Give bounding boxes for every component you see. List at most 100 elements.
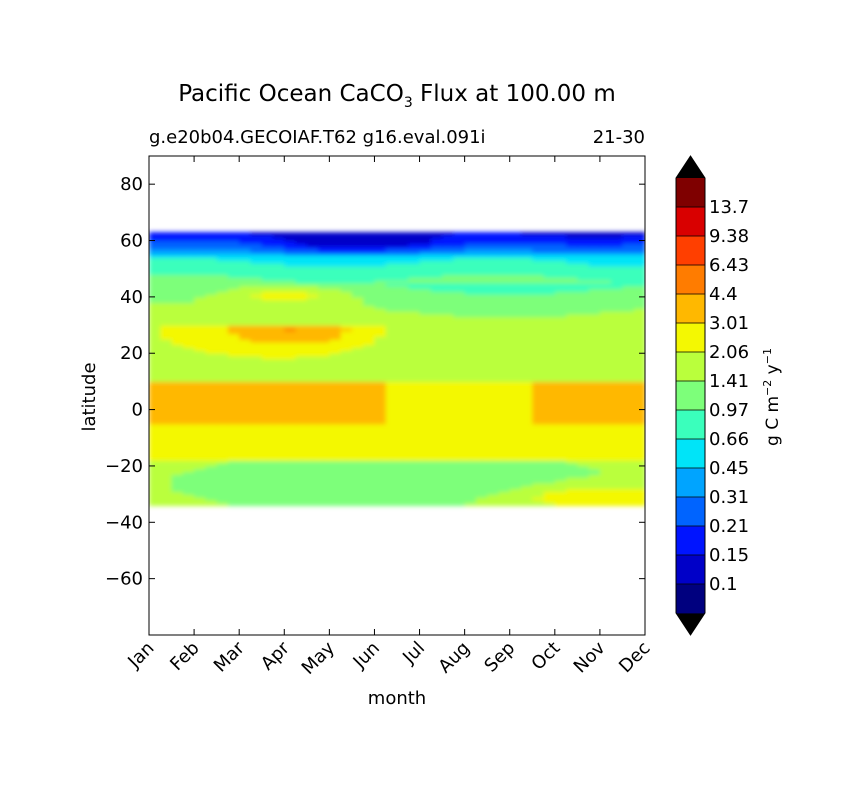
contour-cell xyxy=(318,392,330,397)
contour-cell xyxy=(374,322,387,326)
contour-cell xyxy=(554,322,567,326)
contour-cell xyxy=(227,260,240,264)
contour-cell xyxy=(306,251,319,256)
contour-cell xyxy=(397,322,409,326)
contour-cell xyxy=(408,271,421,275)
contour-cell xyxy=(498,502,511,506)
contour-cell xyxy=(216,358,229,363)
contour-cell xyxy=(329,279,342,284)
contour-cell xyxy=(588,358,601,363)
contour-cell xyxy=(149,434,161,439)
contour-cell xyxy=(633,471,645,475)
contour-cell xyxy=(340,330,353,335)
contour-cell xyxy=(149,248,161,253)
contour-cell xyxy=(475,358,488,363)
contour-cell xyxy=(442,423,454,428)
contour-cell xyxy=(227,412,240,416)
contour-cell xyxy=(273,265,285,270)
contour-cell xyxy=(487,437,500,442)
contour-cell xyxy=(509,471,522,475)
contour-cell xyxy=(340,248,353,253)
contour-cell xyxy=(577,480,590,484)
contour-cell xyxy=(599,279,612,284)
contour-cell xyxy=(160,389,173,394)
contour-cell xyxy=(532,285,545,290)
contour-cell xyxy=(385,274,398,278)
contour-cell xyxy=(554,248,567,253)
contour-cell xyxy=(227,364,240,368)
contour-cell xyxy=(318,418,330,422)
contour-cell xyxy=(498,367,511,371)
contour-cell xyxy=(340,367,353,371)
contour-cell xyxy=(374,370,387,374)
contour-cell xyxy=(363,316,376,321)
contour-cell xyxy=(385,449,398,453)
contour-cell xyxy=(318,460,330,464)
contour-cell xyxy=(498,499,511,504)
contour-cell xyxy=(385,420,398,425)
contour-cell xyxy=(498,389,511,394)
contour-cell xyxy=(284,423,297,428)
contour-cell xyxy=(588,474,601,478)
contour-cell xyxy=(408,454,421,459)
contour-cell xyxy=(487,429,500,433)
contour-cell xyxy=(611,243,624,247)
contour-cell xyxy=(599,370,612,374)
contour-cell xyxy=(554,412,567,416)
contour-cell xyxy=(160,333,173,337)
contour-cell xyxy=(611,347,624,352)
contour-cell xyxy=(318,451,330,456)
contour-cell xyxy=(329,333,342,337)
chart-subtitle-right: 21-30 xyxy=(593,127,645,148)
contour-cell xyxy=(566,240,578,244)
contour-cell xyxy=(295,327,308,332)
contour-cell xyxy=(442,502,454,506)
contour-cell xyxy=(160,310,173,315)
contour-cell xyxy=(284,330,297,335)
contour-cell xyxy=(453,451,466,456)
contour-cell xyxy=(532,240,545,244)
contour-cell xyxy=(487,361,500,366)
contour-cell xyxy=(351,389,364,394)
contour-cell xyxy=(566,409,578,414)
contour-cell xyxy=(149,251,161,256)
contour-cell xyxy=(464,282,477,287)
contour-cell xyxy=(205,367,218,371)
contour-cell xyxy=(566,457,578,461)
contour-cell xyxy=(149,457,161,461)
contour-cell xyxy=(588,409,601,414)
contour-cell xyxy=(273,246,285,250)
contour-cell xyxy=(284,325,297,329)
contour-cell xyxy=(430,240,443,244)
contour-cell xyxy=(295,294,308,298)
contour-cell xyxy=(149,451,161,456)
contour-cell xyxy=(171,451,184,456)
contour-cell xyxy=(149,299,161,304)
contour-cell xyxy=(554,381,567,385)
contour-cell xyxy=(532,308,545,312)
contour-cell xyxy=(182,488,195,492)
contour-cell xyxy=(160,412,173,416)
contour-cell xyxy=(318,426,330,430)
contour-cell xyxy=(487,302,500,306)
contour-cell xyxy=(599,271,612,275)
contour-cell xyxy=(588,443,601,447)
contour-cell xyxy=(351,502,364,506)
colorbar-swatch xyxy=(676,584,705,614)
contour-cell xyxy=(397,418,409,422)
contour-cell xyxy=(329,274,342,278)
contour-cell xyxy=(442,257,454,261)
contour-cell xyxy=(498,364,511,368)
contour-cell xyxy=(160,316,173,321)
contour-cell xyxy=(599,406,612,411)
contour-cell xyxy=(453,279,466,284)
contour-cell xyxy=(453,288,466,292)
contour-cell xyxy=(442,296,454,301)
contour-cell xyxy=(351,232,364,236)
contour-cell xyxy=(611,263,624,267)
contour-cell xyxy=(464,488,477,492)
contour-cell xyxy=(149,432,161,436)
contour-cell xyxy=(205,350,218,354)
contour-cell xyxy=(194,463,206,467)
contour-cell xyxy=(182,325,195,329)
